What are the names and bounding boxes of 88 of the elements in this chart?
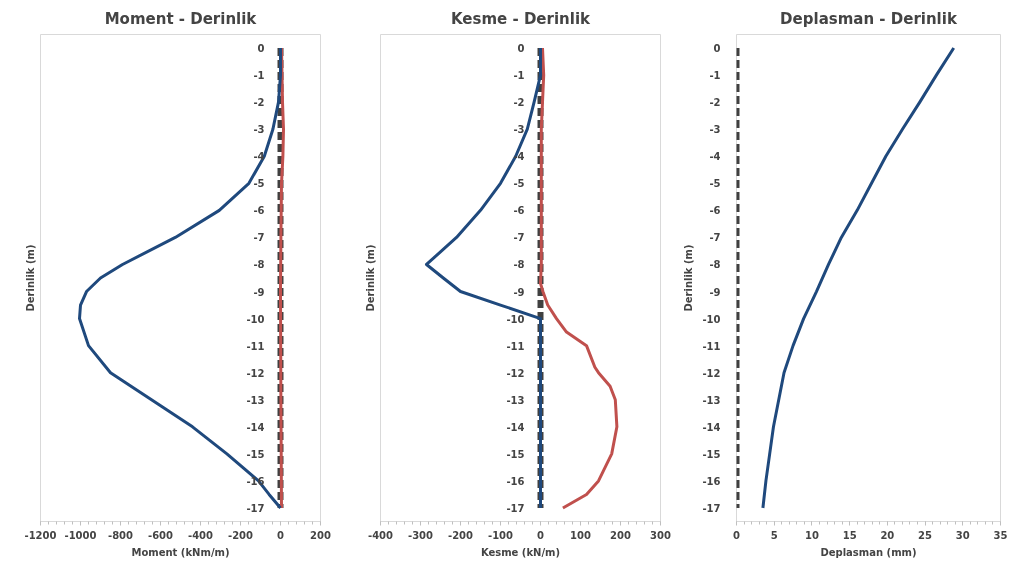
x-tick-label: 300 xyxy=(650,529,671,541)
y-tick-label: -8 xyxy=(253,259,265,271)
y-tick-label: -10 xyxy=(246,313,265,325)
x-tick-label: -1200 xyxy=(24,529,57,541)
x-tick-label: -200 xyxy=(227,529,254,541)
y-tick-label: 0 xyxy=(257,43,265,55)
y-tick-label: -12 xyxy=(702,367,721,379)
x-tick-label: -600 xyxy=(147,529,174,541)
x-tick-label: 30 xyxy=(955,529,970,541)
y-tick-label: -7 xyxy=(709,232,721,244)
y-tick-label: -2 xyxy=(253,97,265,109)
line-series xyxy=(425,46,542,510)
y-tick-label: -9 xyxy=(709,286,721,298)
y-tick-label: -5 xyxy=(513,178,525,190)
y-tick-label: -4 xyxy=(709,151,721,163)
x-tick-label: -400 xyxy=(367,529,394,541)
y-tick-label: -10 xyxy=(702,313,721,325)
line-series xyxy=(761,46,956,510)
y-tick-label: -16 xyxy=(702,475,721,487)
y-tick-label: -8 xyxy=(709,259,721,271)
y-tick-label: -7 xyxy=(253,232,265,244)
x-tick-label: 35 xyxy=(993,529,1008,541)
x-tick-label: 15 xyxy=(842,529,857,541)
y-tick-label: -5 xyxy=(253,178,265,190)
y-tick-label: -16 xyxy=(506,475,525,487)
x-tick-label: -800 xyxy=(107,529,134,541)
y-tick-label: -1 xyxy=(253,70,265,82)
x-tick-label: 5 xyxy=(770,529,778,541)
x-axis-title: Moment (kNm/m) xyxy=(131,546,230,558)
y-tick-label: -13 xyxy=(702,394,721,406)
y-tick-label: -2 xyxy=(513,97,525,109)
x-tick-label: 200 xyxy=(310,529,331,541)
y-tick-label: -2 xyxy=(709,97,721,109)
x-tick-label: 0 xyxy=(537,529,545,541)
y-tick-label: -11 xyxy=(246,340,265,352)
y-axis-title: Derinlik (m) xyxy=(24,244,36,312)
y-tick-label: -12 xyxy=(506,367,525,379)
x-tick-label: -200 xyxy=(447,529,474,541)
y-tick-label: -14 xyxy=(506,421,525,433)
x-tick-label: 20 xyxy=(880,529,895,541)
x-tick-label: -1000 xyxy=(64,529,97,541)
y-tick-label: -15 xyxy=(702,448,721,460)
y-tick-label: -1 xyxy=(513,70,525,82)
y-tick-label: 0 xyxy=(517,43,525,55)
x-tick-label: 10 xyxy=(804,529,819,541)
chart-title: Kesme - Derinlik xyxy=(450,9,592,28)
x-tick-label: 0 xyxy=(733,529,741,541)
x-tick-label: 25 xyxy=(918,529,933,541)
y-tick-label: 0 xyxy=(713,43,721,55)
y-tick-label: -17 xyxy=(506,502,525,514)
y-tick-label: -17 xyxy=(702,502,721,514)
y-tick-label: -14 xyxy=(246,421,265,433)
y-axis-title: Derinlik (m) xyxy=(364,244,376,312)
y-tick-label: -17 xyxy=(246,502,265,514)
y-tick-label: -11 xyxy=(506,340,525,352)
x-tick-label: -100 xyxy=(487,529,514,541)
y-tick-label: -9 xyxy=(513,286,525,298)
x-tick-label: 200 xyxy=(610,529,631,541)
y-tick-label: -15 xyxy=(246,448,265,460)
y-tick-label: -3 xyxy=(513,124,525,136)
y-tick-label: -3 xyxy=(253,124,265,136)
x-tick-label: -400 xyxy=(187,529,214,541)
x-tick-label: -300 xyxy=(407,529,434,541)
x-axis-title: Deplasman (mm) xyxy=(820,546,917,558)
y-tick-label: -11 xyxy=(702,340,721,352)
x-axis-title: Kesme (kN/m) xyxy=(480,546,561,558)
y-tick-label: -7 xyxy=(513,232,525,244)
line-series xyxy=(539,46,619,510)
y-tick-label: -14 xyxy=(702,421,721,433)
y-axis-title: Derinlik (m) xyxy=(683,244,695,312)
chart-title: Moment - Derinlik xyxy=(104,9,258,28)
x-tick-label: 100 xyxy=(570,529,591,541)
y-tick-label: -13 xyxy=(506,394,525,406)
y-tick-label: -12 xyxy=(246,367,265,379)
y-tick-label: -1 xyxy=(709,70,721,82)
line-series xyxy=(78,46,282,510)
y-tick-label: -6 xyxy=(513,205,525,217)
chart-title: Deplasman - Derinlik xyxy=(780,9,958,28)
y-tick-label: -6 xyxy=(709,205,721,217)
y-tick-label: -8 xyxy=(513,259,525,271)
x-tick-label: 0 xyxy=(277,529,285,541)
y-tick-label: -15 xyxy=(506,448,525,460)
y-tick-label: -9 xyxy=(253,286,265,298)
y-tick-label: -13 xyxy=(246,394,265,406)
y-tick-label: -5 xyxy=(709,178,721,190)
y-tick-label: -3 xyxy=(709,124,721,136)
y-tick-label: -6 xyxy=(253,205,265,217)
y-tick-label: -10 xyxy=(506,313,525,325)
